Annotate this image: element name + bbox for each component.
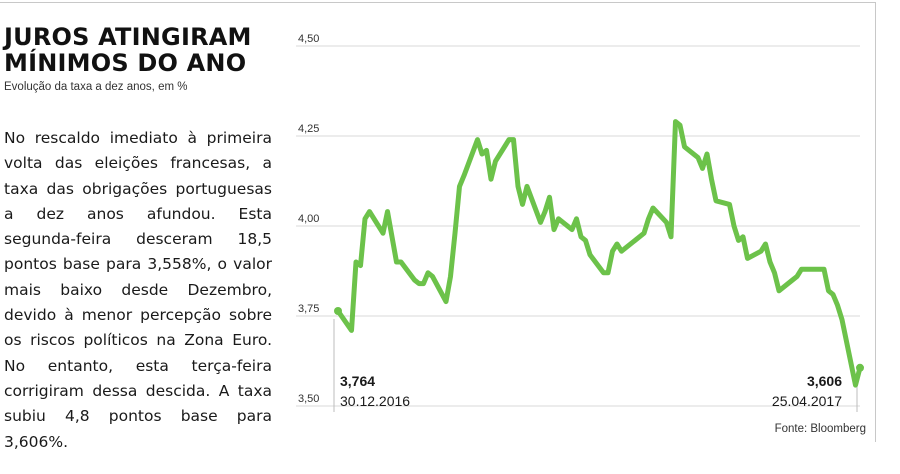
- y-tick-label: 3,75: [298, 303, 319, 315]
- data-points: [334, 307, 864, 372]
- article-body-text: No rescaldo imediato à primeira volta da…: [4, 129, 272, 451]
- series-line-yield: [335, 119, 863, 388]
- y-tick-label: 4,00: [298, 213, 319, 225]
- y-tick-label: 4,25: [298, 123, 319, 135]
- source-credit: Fonte: Bloomberg: [774, 423, 866, 435]
- data-point: [334, 307, 342, 315]
- start-date-label: 30.12.2016: [340, 393, 410, 409]
- y-tick-labels: 4,50 4,25 4,00 3,75 3,50: [298, 33, 319, 405]
- headline: JUROS ATINGIRAM MÍNIMOS DO ANO: [4, 23, 252, 77]
- subtitle: Evolução da taxa a dez anos, em %: [4, 81, 188, 93]
- frame-right-border: [875, 2, 876, 442]
- y-tick-label: 4,50: [298, 33, 319, 45]
- data-point: [856, 363, 864, 372]
- frame-top-border: [0, 2, 876, 3]
- y-tick-label: 3,50: [298, 393, 319, 405]
- end-value-label: 3,606: [807, 373, 842, 389]
- start-value-label: 3,764: [340, 373, 375, 389]
- end-date-label: 25.04.2017: [772, 393, 842, 409]
